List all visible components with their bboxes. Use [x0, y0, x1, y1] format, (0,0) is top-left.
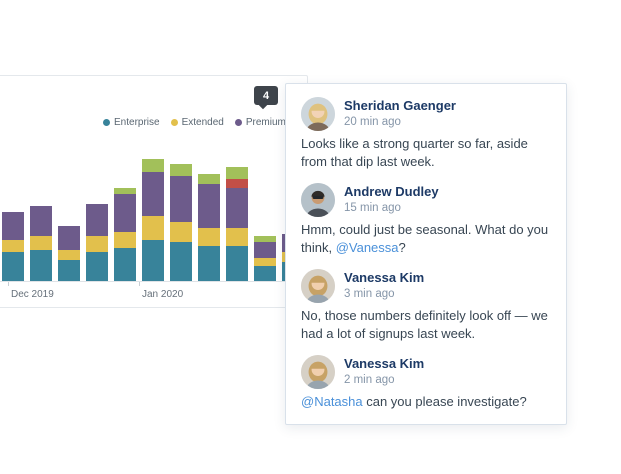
x-axis-tick — [139, 282, 140, 286]
bar-7[interactable] — [170, 164, 192, 282]
comment-timestamp: 15 min ago — [344, 202, 401, 215]
bar-segment-enterprise — [198, 246, 220, 282]
bar-2[interactable] — [30, 206, 52, 282]
legend-item-extended[interactable]: Extended — [170, 117, 224, 128]
bar-segment-extended — [170, 222, 192, 242]
comment: Sheridan Gaenger 20 min ago Looks like a… — [301, 97, 551, 172]
bar-segment-startup — [254, 236, 276, 242]
comment-author: Andrew Dudley — [344, 184, 439, 200]
bar-4[interactable] — [86, 204, 108, 282]
comment-body: @Natasha can you please investigate? — [301, 393, 527, 409]
bar-segment-flagged — [226, 179, 248, 188]
bar-segment-premium — [254, 242, 276, 258]
avatar[interactable] — [301, 354, 335, 389]
bar-segment-extended — [142, 216, 164, 240]
legend-dot-icon — [103, 119, 110, 126]
comment-meta: Vanessa Kim 2 min ago — [344, 356, 424, 388]
bar-segment-enterprise — [2, 252, 24, 282]
bar-9[interactable] — [226, 167, 248, 282]
bar-segment-extended — [58, 250, 80, 260]
bar-segment-premium — [226, 188, 248, 228]
bar-segment-extended — [198, 228, 220, 246]
bar-segment-enterprise — [170, 242, 192, 282]
bar-segment-startup — [170, 164, 192, 176]
bar-segment-extended — [254, 258, 276, 266]
comment-header: Vanessa Kim 2 min ago — [301, 354, 551, 389]
x-tick-label-dec-2019: Dec 2019 — [11, 289, 54, 300]
bar-segment-premium — [198, 184, 220, 228]
chart-card: EnterpriseExtendedPremiumStartup Dec 201… — [0, 75, 340, 308]
bar-segment-premium — [86, 204, 108, 236]
comment: Andrew Dudley 15 min ago Hmm, could just… — [301, 182, 551, 258]
bar-segment-startup — [114, 188, 136, 194]
legend-item-enterprise[interactable]: Enterprise — [103, 117, 160, 128]
comment-timestamp: 20 min ago — [344, 116, 401, 129]
comment-body: Hmm, could just be seasonal. What do you… — [301, 221, 549, 256]
bar-segment-premium — [30, 206, 52, 236]
bar-5[interactable] — [114, 188, 136, 282]
comment-body: No, those numbers definitely look off — … — [301, 307, 548, 342]
bar-10[interactable] — [254, 236, 276, 282]
bar-8[interactable] — [198, 174, 220, 282]
bar-segment-extended — [30, 236, 52, 250]
bar-6[interactable] — [142, 159, 164, 282]
comment-header: Vanessa Kim 3 min ago — [301, 268, 551, 303]
comment-meta: Sheridan Gaenger 20 min ago — [344, 98, 456, 130]
x-axis-tick — [8, 282, 9, 286]
bar-segment-enterprise — [254, 266, 276, 282]
comment-header: Andrew Dudley 15 min ago — [301, 182, 551, 217]
comment-author: Vanessa Kim — [344, 270, 425, 285]
bar-segment-startup — [226, 167, 248, 179]
bar-segment-premium — [114, 194, 136, 232]
bar-segment-extended — [2, 240, 24, 252]
bar-segment-enterprise — [226, 246, 248, 282]
legend-label: Extended — [181, 117, 224, 128]
bar-segment-premium — [142, 172, 164, 216]
legend-dot-icon — [234, 119, 242, 126]
bar-segment-enterprise — [86, 252, 108, 282]
comment-header: Sheridan Gaenger 20 min ago — [301, 97, 551, 131]
comment-count-badge[interactable]: 4 — [254, 86, 278, 105]
bar-segment-startup — [198, 174, 220, 184]
comment-meta: Vanessa Kim 3 min ago — [344, 270, 424, 302]
comment-body: Looks like a strong quarter so far, asid… — [301, 136, 528, 170]
comment: Vanessa Kim 3 min ago No, those numbers … — [301, 268, 551, 344]
bar-segment-extended — [86, 236, 108, 252]
bar-segment-premium — [2, 212, 24, 240]
bar-segment-enterprise — [142, 240, 164, 282]
legend-dot-icon — [170, 119, 178, 126]
comment-timestamp: 3 min ago — [344, 288, 395, 301]
bar-segment-extended — [114, 232, 136, 248]
bar-segment-enterprise — [58, 260, 80, 282]
comment: Vanessa Kim 2 min ago @Natasha can you p… — [301, 354, 551, 411]
bar-segment-enterprise — [114, 248, 136, 282]
legend-label: Enterprise — [114, 117, 160, 128]
stacked-bar-chart — [2, 102, 307, 282]
mention-link[interactable]: @Vanessa — [335, 240, 399, 256]
bar-3[interactable] — [58, 226, 80, 282]
comments-panel: Sheridan Gaenger 20 min ago Looks like a… — [285, 83, 567, 425]
bar-segment-enterprise — [30, 250, 52, 282]
x-axis-line — [0, 281, 301, 282]
comment-meta: Andrew Dudley 15 min ago — [344, 184, 439, 216]
mention-link[interactable]: @Natasha — [301, 393, 363, 409]
comment-author: Vanessa Kim — [344, 355, 425, 371]
legend-label: Premium — [245, 117, 286, 128]
bar-segment-premium — [170, 176, 192, 222]
x-tick-label-jan-2020: Jan 2020 — [142, 289, 184, 300]
bar-segment-startup — [142, 159, 164, 172]
bar-1[interactable] — [2, 212, 24, 282]
avatar[interactable] — [301, 182, 335, 217]
avatar[interactable] — [301, 268, 335, 303]
legend-item-premium[interactable]: Premium — [234, 117, 286, 128]
comment-author: Sheridan Gaenger — [344, 98, 456, 114]
avatar[interactable] — [301, 97, 335, 131]
bar-segment-premium — [58, 226, 80, 250]
comment-timestamp: 2 min ago — [344, 374, 395, 387]
bar-segment-extended — [226, 228, 248, 246]
